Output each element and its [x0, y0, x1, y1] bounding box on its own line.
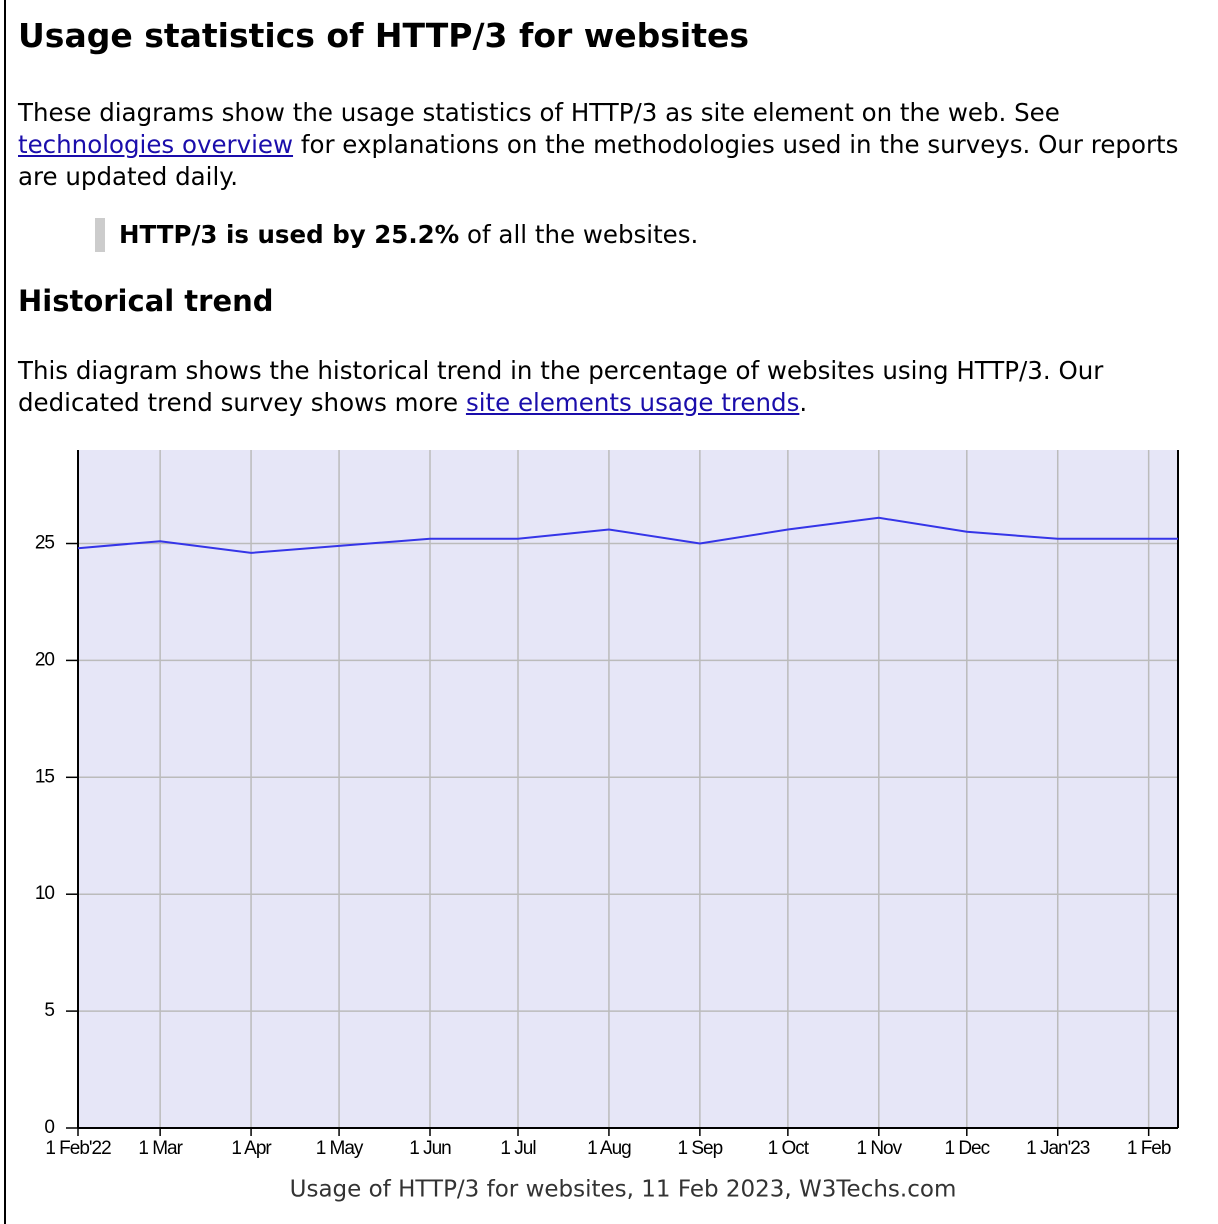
- x-tick-label: 1 Jul: [500, 1138, 535, 1159]
- x-tick-label: 1 Feb'22: [45, 1138, 111, 1159]
- x-tick-label: 1 Jun: [409, 1138, 451, 1159]
- y-tick-label: 20: [35, 649, 55, 670]
- text: .: [799, 388, 808, 417]
- text: for explanations on the methodologies us…: [18, 130, 1179, 191]
- x-tick-label: 1 Feb: [1127, 1138, 1171, 1159]
- section-heading: Historical trend: [18, 284, 274, 318]
- y-tick-label: 15: [35, 766, 55, 787]
- link[interactable]: site elements usage trends: [465, 388, 800, 417]
- x-tick-label: 1 Jan'23: [1026, 1138, 1090, 1159]
- y-tick-label: 25: [35, 533, 55, 554]
- x-tick-label: 1 May: [316, 1138, 364, 1159]
- x-tick-label: 1 Dec: [944, 1138, 989, 1159]
- callout-bold: HTTP/3 is used by 25.2%: [119, 220, 460, 249]
- y-tick-label: 5: [44, 1000, 54, 1021]
- x-tick-label: 1 Mar: [138, 1138, 183, 1159]
- x-tick-label: 1 Apr: [231, 1138, 272, 1159]
- data-line: [77, 516, 1178, 554]
- y-tick-label: 0: [44, 1117, 54, 1138]
- plot-background: [78, 450, 1178, 1128]
- intro: These diagrams show the usage statistics…: [18, 97, 1188, 193]
- chart-caption: Usage of HTTP/3 for websites, 11 Feb 202…: [290, 1177, 957, 1203]
- y-tick-label: 10: [35, 883, 55, 904]
- callout: HTTP/3 is used by 25.2% of all the websi…: [95, 218, 698, 252]
- x-tick-label: 1 Oct: [768, 1138, 810, 1159]
- frame: [4, 0, 1216, 1224]
- page-title: Usage statistics of HTTP/3 for websites: [18, 16, 750, 55]
- text: of all the websites.: [467, 220, 699, 249]
- trend-text: This diagram shows the historical trend …: [18, 355, 1188, 419]
- link[interactable]: technologies overview: [18, 130, 294, 159]
- x-tick-label: 1 Sep: [678, 1138, 723, 1159]
- text: These diagrams show the usage statistics…: [18, 98, 1060, 127]
- x-tick-label: 1 Aug: [587, 1138, 631, 1159]
- x-tick-label: 1 Nov: [856, 1138, 902, 1159]
- text: This diagram shows the historical trend …: [18, 356, 1104, 417]
